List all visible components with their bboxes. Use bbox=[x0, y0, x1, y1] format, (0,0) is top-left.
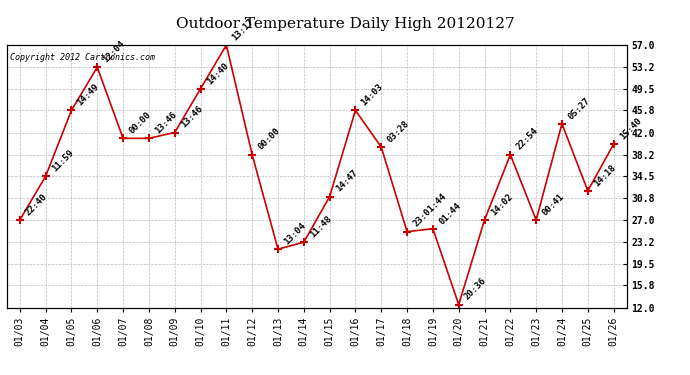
Text: 13:17: 13:17 bbox=[230, 17, 256, 42]
Text: 14:02: 14:02 bbox=[489, 192, 514, 217]
Text: 00:00: 00:00 bbox=[127, 110, 152, 135]
Text: 14:47: 14:47 bbox=[334, 168, 359, 194]
Text: Outdoor Temperature Daily High 20120127: Outdoor Temperature Daily High 20120127 bbox=[176, 17, 514, 31]
Text: 15:40: 15:40 bbox=[618, 116, 643, 141]
Text: Copyright 2012 Cartronics.com: Copyright 2012 Cartronics.com bbox=[10, 53, 155, 62]
Text: 12:04: 12:04 bbox=[101, 39, 127, 64]
Text: 14:18: 14:18 bbox=[592, 163, 618, 188]
Text: 22:54: 22:54 bbox=[515, 126, 540, 152]
Text: 05:27: 05:27 bbox=[566, 96, 591, 121]
Text: 00:00: 00:00 bbox=[256, 126, 282, 152]
Text: 13:46: 13:46 bbox=[153, 110, 179, 135]
Text: 11:48: 11:48 bbox=[308, 214, 333, 239]
Text: 03:28: 03:28 bbox=[386, 119, 411, 144]
Text: 23:01:44: 23:01:44 bbox=[411, 192, 448, 229]
Text: 11:59: 11:59 bbox=[50, 148, 75, 174]
Text: 00:41: 00:41 bbox=[540, 192, 566, 217]
Text: 14:03: 14:03 bbox=[359, 82, 385, 108]
Text: 14:49: 14:49 bbox=[76, 82, 101, 108]
Text: 22:40: 22:40 bbox=[24, 192, 50, 217]
Text: 13:46: 13:46 bbox=[179, 104, 204, 130]
Text: 01:44: 01:44 bbox=[437, 201, 462, 226]
Text: 14:40: 14:40 bbox=[205, 61, 230, 86]
Text: 20:36: 20:36 bbox=[463, 276, 489, 302]
Text: 13:04: 13:04 bbox=[282, 221, 308, 246]
